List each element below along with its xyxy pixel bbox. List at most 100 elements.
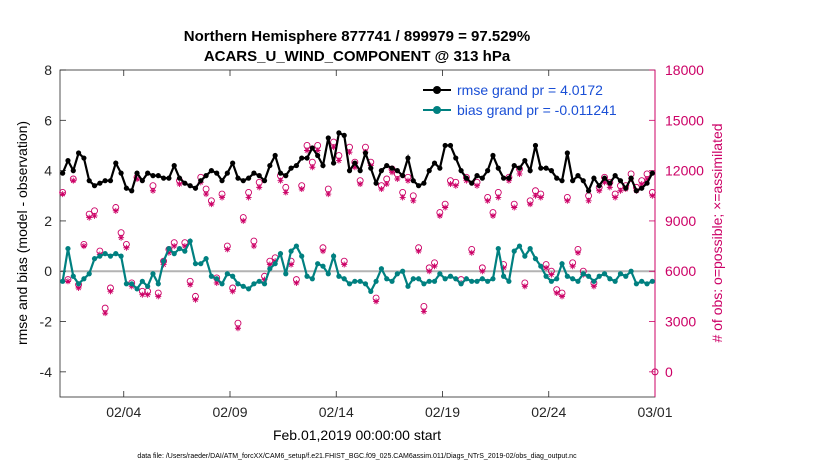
rmse-point: [485, 168, 491, 174]
bias-point: [362, 281, 369, 287]
obs-assimilated-point: [240, 217, 247, 224]
rmse-point: [453, 155, 459, 161]
obs-assimilated-point: [574, 249, 581, 256]
bias-point: [612, 278, 618, 284]
obs-assimilated-point: [389, 169, 396, 176]
obs-assimilated-point: [187, 281, 194, 288]
bias-point: [437, 271, 443, 277]
obs-assimilated-point: [527, 201, 534, 208]
bias-point: [293, 243, 300, 249]
obs-assimilated-point: [543, 264, 550, 271]
obs-assimilated-point: [325, 191, 332, 198]
obs-assimilated-point: [346, 149, 353, 156]
obs-assimilated-point: [155, 293, 162, 300]
rmse-point: [60, 170, 66, 176]
bias-point: [134, 286, 140, 292]
bias-point: [113, 251, 119, 257]
bias-point: [203, 256, 209, 262]
obs-assimilated-point: [229, 288, 236, 295]
rmse-point: [580, 178, 586, 184]
legend-rmse-marker: [433, 86, 441, 94]
rmse-point: [70, 168, 76, 174]
obs-assimilated-point: [479, 268, 486, 275]
rmse-point: [559, 178, 565, 184]
rmse-point: [564, 150, 570, 156]
rmse-point: [511, 162, 517, 169]
rmse-point: [277, 170, 284, 176]
obs-assimilated-point: [298, 186, 305, 193]
obs-assimilated-point: [569, 263, 576, 270]
rmse-point: [437, 165, 443, 171]
bias-point: [86, 271, 92, 277]
rmse-point: [649, 170, 655, 176]
obs-assimilated-point: [357, 181, 364, 188]
bias-point: [633, 281, 640, 287]
rmse-point: [362, 150, 369, 156]
obs-assimilated-point: [436, 212, 443, 219]
rmse-point: [522, 157, 528, 164]
rmse-point: [134, 170, 140, 176]
rmse-point: [570, 178, 576, 184]
x-tick-label: 03/01: [637, 404, 672, 420]
rmse-point: [113, 160, 119, 166]
bias-point: [208, 273, 215, 279]
rmse-point: [426, 168, 432, 174]
x-tick-label: 02/04: [106, 404, 141, 420]
x-tick-label: 02/14: [319, 404, 354, 420]
bias-point: [389, 278, 395, 284]
bias-point: [410, 276, 416, 282]
bias-point: [75, 281, 82, 287]
x-tick-label: 02/19: [425, 404, 460, 420]
obs-assimilated-point: [590, 283, 597, 290]
obs-assimilated-point: [442, 204, 449, 211]
rmse-point: [447, 142, 454, 149]
chart-title: Northern Hemisphere 877741 / 899979 = 97…: [184, 28, 530, 45]
rmse-point: [155, 173, 161, 179]
bias-point: [495, 245, 501, 252]
bias-point: [102, 251, 108, 257]
obs-assimilated-point: [564, 197, 571, 204]
footer-data-file: data file: /Users/raeder/DAI/ATM_forcXX/…: [137, 453, 577, 460]
obs-assimilated-point: [474, 182, 481, 189]
chart-subtitle: ACARS_U_WIND_COMPONENT @ 313 hPa: [204, 48, 511, 65]
bias-point: [299, 253, 305, 259]
rmse-point: [410, 178, 416, 184]
rmse-point: [208, 168, 215, 174]
bias-point: [336, 273, 342, 279]
bias-point: [570, 276, 576, 282]
bias-point: [628, 268, 634, 274]
bias-point: [320, 263, 326, 269]
rmse-point: [516, 165, 523, 171]
obs-assimilated-point: [203, 191, 210, 198]
bias-point: [585, 273, 592, 279]
bias-point: [522, 253, 528, 259]
obs-assimilated-point: [171, 243, 178, 250]
bias-point: [384, 276, 390, 282]
rmse-point: [129, 188, 135, 194]
obs-assimilated-point: [224, 246, 231, 253]
legend-rmse-label: rmse grand pr = 4.0172: [457, 82, 603, 98]
rmse-point: [442, 142, 448, 149]
bias-point: [240, 283, 246, 289]
obs-assimilated-point: [213, 279, 220, 286]
rmse-point: [357, 168, 363, 174]
bias-point: [543, 273, 549, 279]
rmse-point: [86, 178, 92, 184]
rmse-point: [633, 188, 640, 194]
bias-point: [405, 283, 411, 289]
bias-point: [230, 273, 236, 279]
bias-point: [580, 271, 586, 277]
obs-assimilated-point: [102, 310, 109, 317]
rmse-point: [341, 132, 347, 138]
rmse-point: [415, 183, 422, 189]
obs-assimilated-point: [394, 176, 401, 182]
rmse-point: [532, 142, 539, 149]
rmse-point: [538, 165, 544, 171]
obs-assimilated-point: [256, 184, 263, 191]
bias-point: [394, 271, 400, 277]
rmse-point: [474, 173, 480, 179]
rmse-point: [81, 155, 87, 161]
obs-assimilated-point: [139, 291, 146, 298]
rmse-point: [495, 165, 501, 171]
